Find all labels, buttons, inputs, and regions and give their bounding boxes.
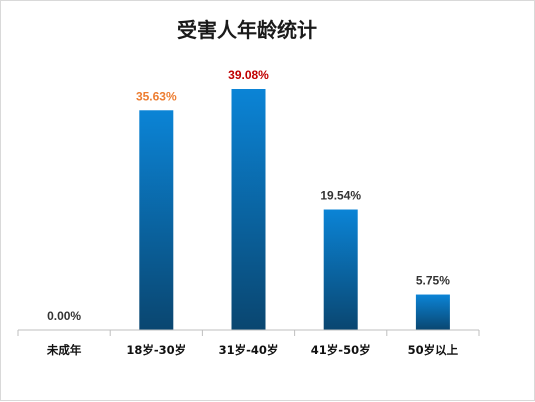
x-tick-label-0: 未成年 <box>46 343 82 357</box>
data-label-1: 35.63% <box>136 89 177 103</box>
bar-1 <box>139 110 174 330</box>
data-label-4: 5.75% <box>416 274 450 288</box>
bar-4 <box>415 294 450 330</box>
data-label-2: 39.08% <box>228 68 269 82</box>
bar-3 <box>323 209 358 330</box>
x-tick-label-1: 18岁-30岁 <box>126 343 186 357</box>
chart-title: 受害人年龄统计 <box>177 18 317 42</box>
x-tick-label-2: 31岁-40岁 <box>219 343 279 357</box>
x-tick-label-3: 41岁-50岁 <box>311 343 371 357</box>
data-label-0: 0.00% <box>47 309 81 323</box>
x-tick-label-4: 50岁以上 <box>408 343 459 357</box>
data-label-3: 19.54% <box>320 189 361 203</box>
bar-2 <box>231 89 266 330</box>
